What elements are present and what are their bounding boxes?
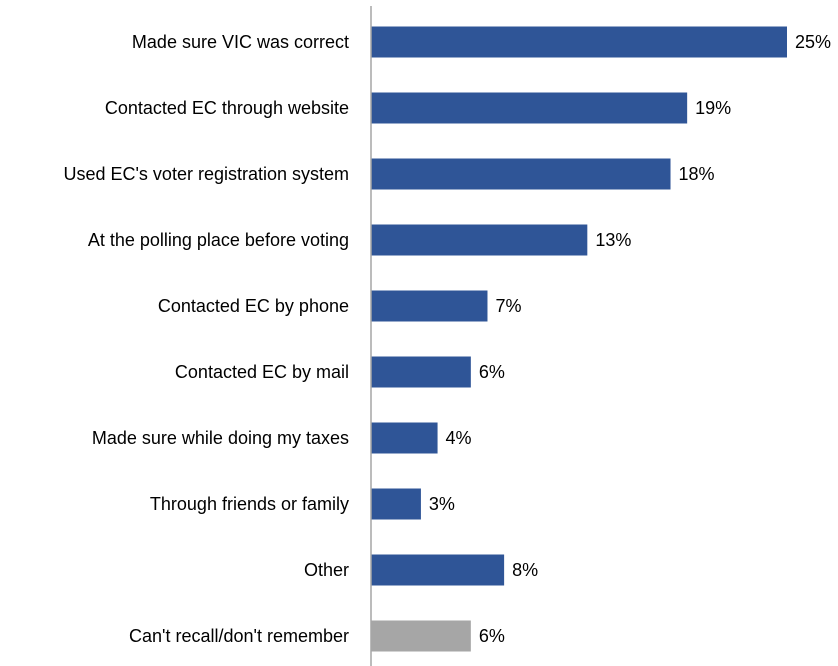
bar (371, 92, 688, 124)
data-label: 6% (479, 626, 505, 646)
data-label: 18% (679, 164, 715, 184)
bar (371, 290, 488, 322)
bar (371, 356, 471, 388)
data-label: 6% (479, 362, 505, 382)
category-label: Other (304, 560, 349, 580)
bar (371, 26, 787, 58)
category-label: Made sure VIC was correct (132, 32, 349, 52)
category-label: Can't recall/don't remember (129, 626, 349, 646)
data-label: 8% (512, 560, 538, 580)
category-label: Contacted EC by mail (175, 362, 349, 382)
category-label: Contacted EC through website (105, 98, 349, 118)
category-label: Through friends or family (150, 494, 349, 514)
category-label: Used EC's voter registration system (63, 164, 349, 184)
data-label: 13% (595, 230, 631, 250)
bar (371, 488, 421, 520)
category-label: Made sure while doing my taxes (92, 428, 349, 448)
bar (371, 620, 471, 652)
bar (371, 554, 505, 586)
data-label: 19% (695, 98, 731, 118)
bar (371, 422, 438, 454)
data-label: 3% (429, 494, 455, 514)
bar (371, 224, 588, 256)
data-label: 4% (446, 428, 472, 448)
category-label: Contacted EC by phone (158, 296, 349, 316)
data-label: 25% (795, 32, 831, 52)
bars-layer: Made sure VIC was correct 25% Contacted EC… (63, 26, 831, 652)
bar (371, 158, 671, 190)
data-label: 7% (495, 296, 521, 316)
category-label: At the polling place before voting (88, 230, 349, 250)
